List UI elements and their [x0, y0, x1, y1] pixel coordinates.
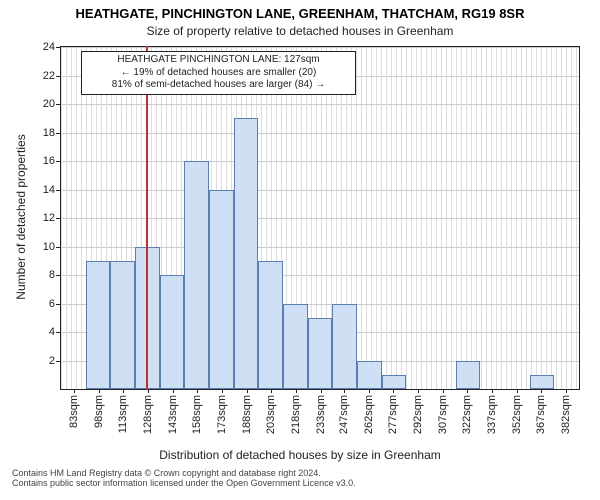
x-tick-mark	[247, 389, 248, 393]
histogram-bar	[357, 361, 382, 390]
histogram-bar	[110, 261, 135, 389]
y-tick-label: 6	[49, 298, 55, 310]
x-tick-mark	[492, 389, 493, 393]
x-tick-label: 233sqm	[315, 395, 327, 434]
y-tick-label: 16	[43, 155, 55, 167]
y-tick-label: 18	[43, 127, 55, 139]
x-tick-mark	[123, 389, 124, 393]
x-tick-mark	[296, 389, 297, 393]
attribution-line-1: Contains HM Land Registry data © Crown c…	[12, 468, 600, 478]
x-tick-mark	[222, 389, 223, 393]
x-tick-mark	[321, 389, 322, 393]
histogram-bar	[456, 361, 481, 390]
x-tick-mark	[418, 389, 419, 393]
x-tick-mark	[517, 389, 518, 393]
caption-line-2: ← 19% of detached houses are smaller (20…	[88, 67, 349, 80]
x-tick-mark	[393, 389, 394, 393]
x-tick-mark	[74, 389, 75, 393]
x-tick-label: 98sqm	[93, 395, 105, 428]
plot-area: HEATHGATE PINCHINGTON LANE: 127sqm ← 19%…	[60, 46, 580, 390]
y-tick-mark	[56, 47, 60, 48]
attribution-line-2: Contains public sector information licen…	[12, 478, 600, 488]
main-title-text: HEATHGATE, PINCHINGTON LANE, GREENHAM, T…	[75, 6, 524, 21]
histogram-bar	[184, 161, 209, 389]
y-tick-mark	[56, 218, 60, 219]
x-tick-label: 277sqm	[387, 395, 399, 434]
x-tick-mark	[271, 389, 272, 393]
x-axis-label: Distribution of detached houses by size …	[0, 448, 600, 462]
x-tick-mark	[443, 389, 444, 393]
x-tick-mark	[197, 389, 198, 393]
y-tick-label: 12	[43, 212, 55, 224]
x-tick-label: 188sqm	[241, 395, 253, 434]
x-tick-mark	[566, 389, 567, 393]
x-tick-label: 218sqm	[290, 395, 302, 434]
y-tick-label: 4	[49, 326, 55, 338]
y-tick-label: 8	[49, 269, 55, 281]
x-axis-label-text: Distribution of detached houses by size …	[159, 448, 441, 462]
y-tick-mark	[56, 190, 60, 191]
x-tick-label: 247sqm	[338, 395, 350, 434]
x-tick-label: 382sqm	[560, 395, 572, 434]
histogram-bar	[308, 318, 333, 389]
x-tick-label: 203sqm	[265, 395, 277, 434]
y-tick-mark	[56, 133, 60, 134]
x-tick-label: 367sqm	[535, 395, 547, 434]
x-tick-label: 128sqm	[142, 395, 154, 434]
caption-line-1: HEATHGATE PINCHINGTON LANE: 127sqm	[88, 54, 349, 67]
x-tick-label: 352sqm	[511, 395, 523, 434]
histogram-bar	[86, 261, 111, 389]
x-tick-label: 337sqm	[486, 395, 498, 434]
x-tick-mark	[344, 389, 345, 393]
x-tick-label: 158sqm	[191, 395, 203, 434]
y-tick-mark	[56, 275, 60, 276]
main-title: HEATHGATE, PINCHINGTON LANE, GREENHAM, T…	[0, 6, 600, 21]
y-tick-label: 24	[43, 41, 55, 53]
x-tick-label: 307sqm	[437, 395, 449, 434]
histogram-bar	[160, 275, 185, 389]
y-tick-mark	[56, 332, 60, 333]
histogram-bar	[283, 304, 308, 390]
x-tick-label: 113sqm	[117, 395, 129, 433]
y-tick-mark	[56, 247, 60, 248]
y-tick-mark	[56, 76, 60, 77]
y-tick-label: 14	[43, 184, 55, 196]
y-tick-mark	[56, 104, 60, 105]
subtitle: Size of property relative to detached ho…	[0, 24, 600, 38]
x-tick-label: 262sqm	[363, 395, 375, 434]
x-tick-mark	[541, 389, 542, 393]
histogram-bar	[209, 190, 234, 390]
y-tick-label: 20	[43, 98, 55, 110]
caption-box: HEATHGATE PINCHINGTON LANE: 127sqm ← 19%…	[81, 51, 356, 95]
x-tick-mark	[148, 389, 149, 393]
histogram-bar	[530, 375, 555, 389]
y-tick-mark	[56, 361, 60, 362]
histogram-bar	[332, 304, 357, 390]
histogram-bar	[382, 375, 407, 389]
x-tick-label: 143sqm	[167, 395, 179, 434]
y-tick-label: 2	[49, 355, 55, 367]
x-tick-label: 292sqm	[412, 395, 424, 434]
y-axis-label: Number of detached properties	[14, 46, 28, 388]
x-tick-mark	[99, 389, 100, 393]
x-tick-mark	[173, 389, 174, 393]
attribution: Contains HM Land Registry data © Crown c…	[0, 468, 600, 488]
x-tick-label: 83sqm	[68, 395, 80, 428]
property-size-marker	[146, 46, 148, 390]
histogram-bar	[258, 261, 283, 389]
histogram-bars	[61, 47, 579, 389]
y-tick-label: 22	[43, 70, 55, 82]
x-tick-mark	[467, 389, 468, 393]
y-axis-label-text: Number of detached properties	[14, 134, 28, 299]
caption-line-3: 81% of semi-detached houses are larger (…	[88, 79, 349, 92]
y-tick-mark	[56, 304, 60, 305]
x-tick-label: 322sqm	[461, 395, 473, 434]
y-tick-label: 10	[43, 241, 55, 253]
x-tick-label: 173sqm	[216, 395, 228, 434]
y-tick-mark	[56, 161, 60, 162]
x-tick-mark	[369, 389, 370, 393]
subtitle-text: Size of property relative to detached ho…	[147, 24, 454, 38]
histogram-bar	[234, 118, 259, 389]
